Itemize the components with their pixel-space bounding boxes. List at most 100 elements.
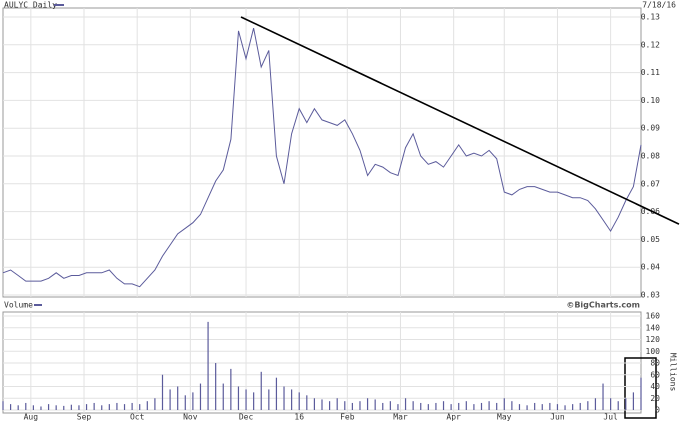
volume-bar (40, 406, 42, 410)
volume-bar (230, 368, 232, 410)
volume-bar (359, 401, 361, 410)
y-axis-label: Millions (669, 353, 678, 392)
volume-bar (336, 398, 338, 410)
x-tick-label: Nov (183, 413, 198, 422)
volume-bar (587, 401, 589, 410)
x-tick-label: Jul (603, 413, 618, 422)
volume-bar (207, 321, 209, 410)
y-tick-label: 0.06 (641, 207, 660, 216)
y-tick-label: 140 (646, 323, 661, 332)
volume-bar (215, 363, 217, 410)
volume-bar (17, 405, 19, 410)
y-tick-label: 80 (650, 359, 660, 368)
volume-bar (245, 389, 247, 410)
volume-bar (78, 405, 80, 410)
y-tick-label: 100 (646, 347, 661, 356)
volume-bar (253, 392, 255, 410)
volume-bar (25, 402, 27, 410)
x-tick-label: May (497, 413, 512, 422)
volume-bar (177, 386, 179, 410)
volume-bar (602, 383, 604, 410)
volume-bar (32, 405, 34, 410)
volume-bar (594, 398, 597, 410)
volume-title: Volume (4, 301, 33, 310)
x-tick-label: Mar (393, 413, 408, 422)
price-line (2, 27, 642, 288)
x-tick-label: Sep (77, 413, 92, 422)
x-tick-label: 16 (294, 413, 304, 422)
y-tick-label: 0.05 (641, 235, 660, 244)
volume-bar (298, 392, 300, 410)
x-tick-label: Aug (24, 413, 39, 422)
volume-bar (131, 402, 133, 410)
volume-bar (404, 398, 407, 410)
volume-bar (488, 401, 490, 410)
volume-bar (572, 404, 574, 410)
volume-bar (47, 404, 50, 410)
volume-bar (9, 404, 12, 410)
volume-bar (465, 401, 467, 410)
highlight-box (624, 357, 657, 419)
volume-bar (564, 405, 566, 410)
volume-bar (93, 402, 95, 410)
volume-bar (306, 395, 308, 410)
volume-bar (283, 386, 285, 410)
volume-bar (389, 401, 391, 410)
volume-bar (192, 392, 194, 410)
volume-bar (169, 389, 171, 410)
volume-bar (473, 404, 475, 410)
volume-bar (617, 401, 619, 410)
y-tick-label: 0.11 (641, 68, 660, 77)
volume-bar (496, 402, 498, 410)
x-tick-label: Jun (550, 413, 565, 422)
trend-line (240, 16, 680, 225)
volume-bar (313, 398, 316, 410)
volume-bar (625, 398, 627, 410)
y-tick-label: 0.04 (641, 263, 660, 272)
volume-bar (458, 402, 460, 410)
y-tick-label: 0 (655, 406, 660, 415)
volume-bar (55, 405, 57, 410)
volume-bar (344, 401, 346, 410)
volume-bar (427, 404, 429, 410)
y-tick-label: 0.09 (641, 124, 660, 133)
volume-bar (480, 402, 483, 410)
source-label: ©BigCharts.com (566, 301, 640, 310)
volume-bar (534, 402, 536, 410)
volume-bar (116, 402, 118, 410)
volume-bar (154, 398, 156, 410)
y-tick-label: 160 (646, 312, 661, 321)
volume-bar (374, 399, 376, 410)
volume-bar (541, 404, 543, 410)
price-frame (2, 7, 642, 298)
volume-bar (435, 402, 437, 410)
y-tick-label: 0.08 (641, 152, 660, 161)
y-tick-label: 0.12 (641, 40, 660, 49)
volume-bar (397, 404, 399, 410)
volume-bar (556, 404, 559, 410)
x-tick-label: Feb (340, 413, 355, 422)
x-tick-label: Oct (130, 413, 145, 422)
y-tick-label: 0.03 (641, 291, 660, 300)
y-tick-label: 60 (650, 370, 660, 379)
x-tick-label: Dec (239, 413, 254, 422)
y-tick-label: 0.07 (641, 179, 660, 188)
volume-bar (260, 371, 262, 410)
volume-bar (610, 398, 612, 410)
y-tick-label: 40 (650, 382, 660, 391)
volume-bar (579, 402, 581, 410)
y-tick-label: 0.10 (641, 96, 660, 105)
volume-bar (123, 404, 126, 410)
volume-bar (139, 404, 141, 410)
y-tick-label: 0.13 (641, 13, 660, 22)
volume-bar (549, 402, 551, 410)
volume-bar (85, 404, 88, 410)
y-tick-label: 120 (646, 335, 661, 344)
volume-bar (511, 401, 513, 410)
volume-bar (2, 401, 4, 410)
volume-bar (161, 374, 164, 410)
volume-bar (237, 386, 240, 410)
volume-bar (63, 405, 65, 410)
volume-bar (199, 383, 202, 410)
